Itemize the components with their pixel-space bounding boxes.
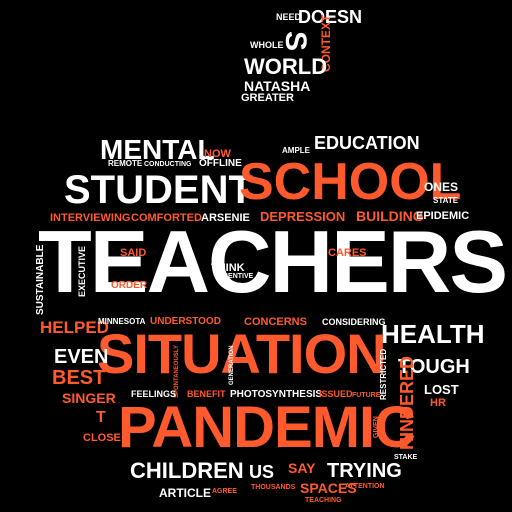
word-teaching: TEACHING [305,497,342,504]
word-spaces: SPACES [300,480,357,496]
word-cares: CARES [328,247,367,259]
word-pandemic: PANDEMIC [118,395,416,460]
word-order: ORDER [111,280,148,291]
word-hr: HR [430,397,446,409]
word-whole: WHOLE [250,40,284,50]
word-mental: MENTAL [100,134,215,165]
word-restricted: RESTRICTED [379,348,388,400]
word-even: EVEN [54,346,109,368]
word-remote: REMOTE [108,159,143,168]
word-best: BEST [52,367,106,389]
word-school: SCHOOL [239,153,462,211]
word-concerns: CONCERNS [244,316,307,328]
word-comforted: COMFORTED [131,212,202,224]
word-offline: OFFLINE [199,158,242,169]
word-feelings: FEELINGS [131,389,177,399]
word-situation: SITUATION [97,322,387,385]
word-greater: GREATER [241,92,294,104]
word-thousands: THOUSANDS [251,484,296,491]
word-incentive: INCENTIVE [216,273,254,280]
word-natasha: NATASHA [244,78,311,94]
word-conducting: CONDUCTING [144,161,192,168]
word-sustainable: SUSTAINABLE [35,244,46,315]
word-epidemic: EPIDEMIC [416,210,470,222]
word-understood: UNDERSTOOD [150,316,221,327]
word-teachers: TEACHERS [38,212,508,311]
word-agree: AGREE [212,488,237,495]
word-doesn: DOESN [298,7,363,27]
word-lost: LOST [424,382,459,397]
word-student: STUDENT [64,168,253,212]
word-stake: STAKE [394,454,418,461]
word-generation: GENERATION [229,345,235,385]
word-ample: AMPLE [282,146,310,155]
word-now: NOW [204,148,231,160]
word-future: FUTURE [352,392,381,399]
word-said: SAID [120,247,147,259]
word-health: HEALTH [381,319,485,349]
word-interviewing: INTERVIEWING [50,212,131,224]
word-building: BUILDING [356,208,424,224]
word-considering: CONSIDERING [322,317,386,327]
word-t: T [96,409,106,426]
word-think: THINK [211,262,245,274]
word-article: ARTICLE [159,486,211,500]
word-minnesota: MINNESOTA [98,317,146,326]
word-close: CLOSE [83,432,121,444]
word-singer: SINGER [62,390,116,406]
word-education: EDUCATION [314,133,420,153]
word-benefit: BENEFIT [187,389,226,399]
word-issued: ISSUED [319,389,353,399]
word-photosynthesis: PHOTOSYNTHESIS [230,389,323,400]
word-executive: EXECUTIVE [77,245,87,297]
word-arsenie: ARSENIE [201,212,250,224]
word-ones: ONES [424,180,459,194]
word-attention: ATTENTION [345,483,385,490]
word-tough: TOUGH [398,356,470,378]
word-say: SAY [288,460,316,476]
word-children: CHILDREN [130,458,244,483]
word-state: STATE [433,196,459,205]
word-trying: TRYING [327,460,402,482]
word-world: WORLD [244,54,328,79]
word-s: S [279,31,312,52]
word-helped: HELPED [40,318,109,337]
word-given: GIVEN [373,416,380,438]
word-depression: DEPRESSION [260,209,346,224]
word-us: US [249,462,275,482]
word-need: NEED [276,12,302,22]
